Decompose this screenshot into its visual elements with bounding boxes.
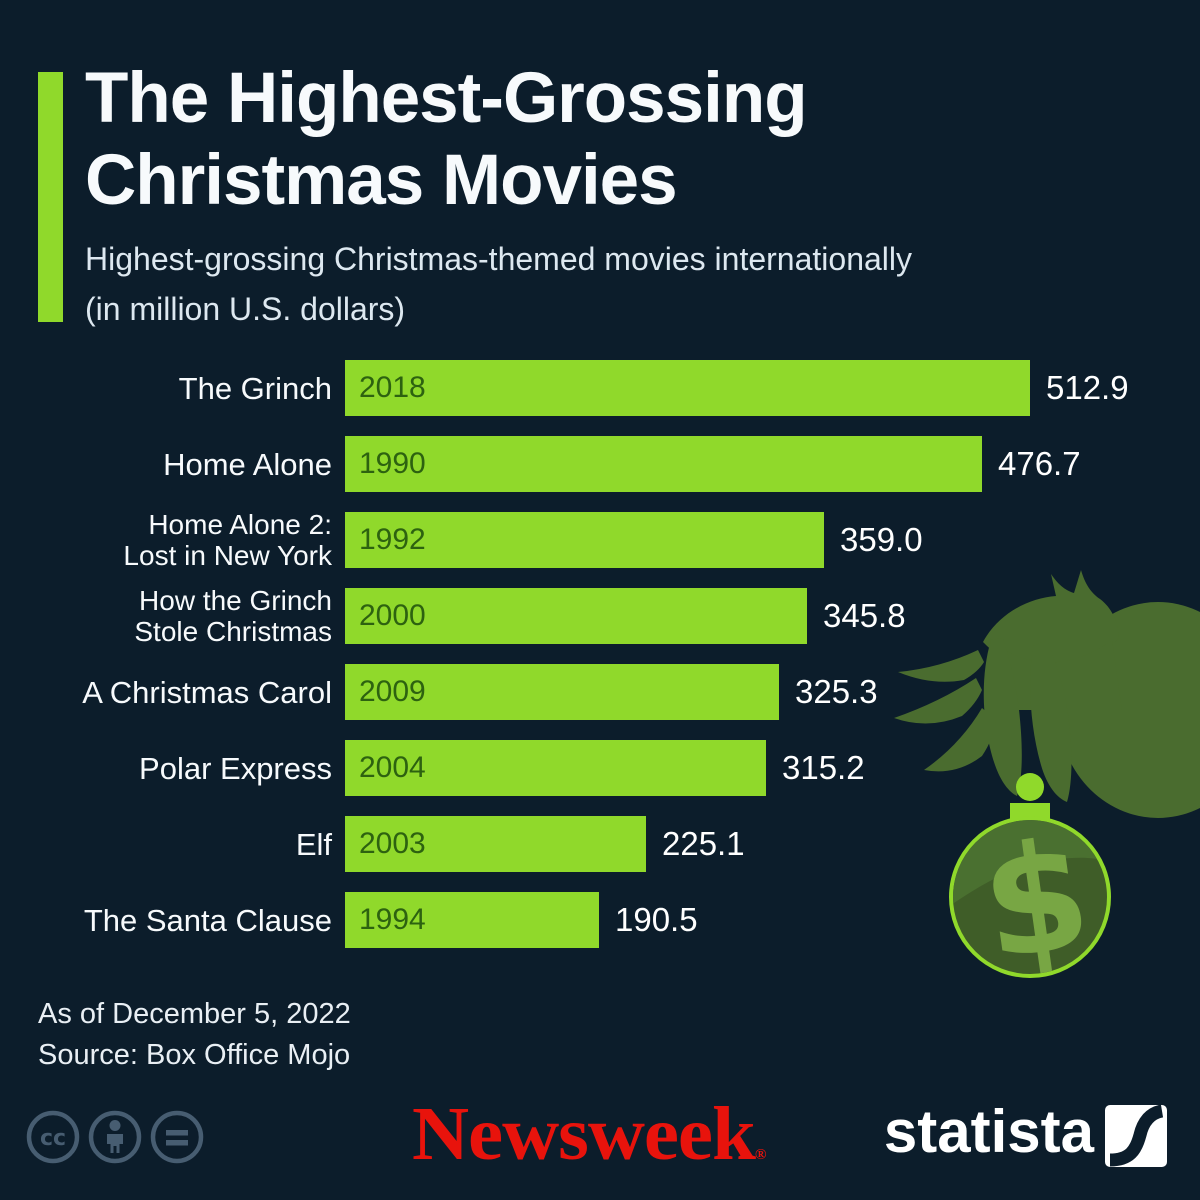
statista-logo-text: statista [883, 1098, 1094, 1165]
movie-title-label: Elf [295, 826, 332, 862]
statista-logo-icon [1105, 1104, 1167, 1167]
bar-value-label: 225.1 [662, 825, 745, 862]
newsweek-logo: Newsweek® [412, 1092, 767, 1176]
bar: 2004 [345, 740, 766, 796]
bar-year-label: 2000 [359, 599, 426, 632]
dollar-sign-glyph: $ [972, 808, 1100, 995]
chart-row: The Grinch 2018 512.9 [0, 360, 1200, 416]
title-line-2: Christmas Movies [85, 141, 678, 220]
chart-row: Polar Express 2004 315.2 [0, 740, 1200, 796]
title-line-1: The Highest-Grossing [85, 59, 808, 138]
subtitle-line-2: (in million U.S. dollars) [85, 291, 406, 327]
bar: 1994 [345, 892, 599, 948]
registered-mark: ® [754, 1147, 767, 1163]
bar-value-label: 325.3 [795, 673, 878, 710]
svg-text:cc: cc [40, 1126, 66, 1151]
movie-title-label: How the Grinch Stole Christmas [134, 585, 332, 647]
bar: 2009 [345, 664, 779, 720]
chart-row: The Santa Clause 1994 190.5 [0, 892, 1200, 948]
source-note: Source: Box Office Mojo [38, 1039, 351, 1071]
bar-value-label: 315.2 [782, 749, 865, 786]
movie-title-label: Polar Express [139, 750, 332, 786]
attribution-icon [88, 1110, 142, 1164]
bar-year-label: 2018 [359, 371, 426, 404]
bar: 1990 [345, 436, 982, 492]
bar-year-label: 1990 [359, 447, 426, 480]
bar-value-label: 190.5 [615, 901, 698, 938]
bar-value-label: 345.8 [823, 597, 906, 634]
bar: 2018 [345, 360, 1030, 416]
bar: 2003 [345, 816, 646, 872]
no-derivatives-icon [150, 1110, 204, 1164]
bar-value-label: 359.0 [840, 521, 923, 558]
page-title: The Highest-Grossing Christmas Movies [85, 58, 808, 222]
chart-row: A Christmas Carol 2009 325.3 [0, 664, 1200, 720]
bar: 2000 [345, 588, 807, 644]
movie-title-label: Home Alone 2: Lost in New York [123, 509, 332, 571]
movie-title-label: The Grinch [178, 370, 332, 406]
chart-row: How the Grinch Stole Christmas 2000 345.8 [0, 585, 1200, 647]
grinch-hand-icon [894, 570, 1200, 818]
license-icons: cc [23, 1107, 223, 1169]
movie-title-label: A Christmas Carol [82, 674, 332, 710]
chart-row: Home Alone 1990 476.7 [0, 436, 1200, 492]
chart-row: Elf 2003 225.1 [0, 816, 1200, 872]
creative-commons-icon: cc [26, 1110, 80, 1164]
grinch-hand-ornament-illustration: $ [860, 560, 1200, 1000]
chart-row: Home Alone 2: Lost in New York 1992 359.0 [0, 509, 1200, 571]
bar: 1992 [345, 512, 824, 568]
bar-year-label: 1992 [359, 523, 426, 556]
dollar-ornament-icon: $ [949, 773, 1111, 995]
bar-value-label: 476.7 [998, 445, 1081, 482]
bar-year-label: 2003 [359, 827, 426, 860]
title-accent-bar [38, 72, 63, 322]
bar-value-label: 512.9 [1046, 369, 1129, 406]
movie-title-label: The Santa Clause [83, 902, 332, 938]
bar-year-label: 2004 [359, 751, 426, 784]
movie-title-label: Home Alone [163, 446, 332, 482]
page-subtitle: Highest-grossing Christmas-themed movies… [85, 234, 912, 334]
as-of-date: As of December 5, 2022 [38, 998, 351, 1030]
bar-year-label: 1994 [359, 903, 426, 936]
subtitle-line-1: Highest-grossing Christmas-themed movies… [85, 241, 912, 277]
bar-year-label: 2009 [359, 675, 426, 708]
